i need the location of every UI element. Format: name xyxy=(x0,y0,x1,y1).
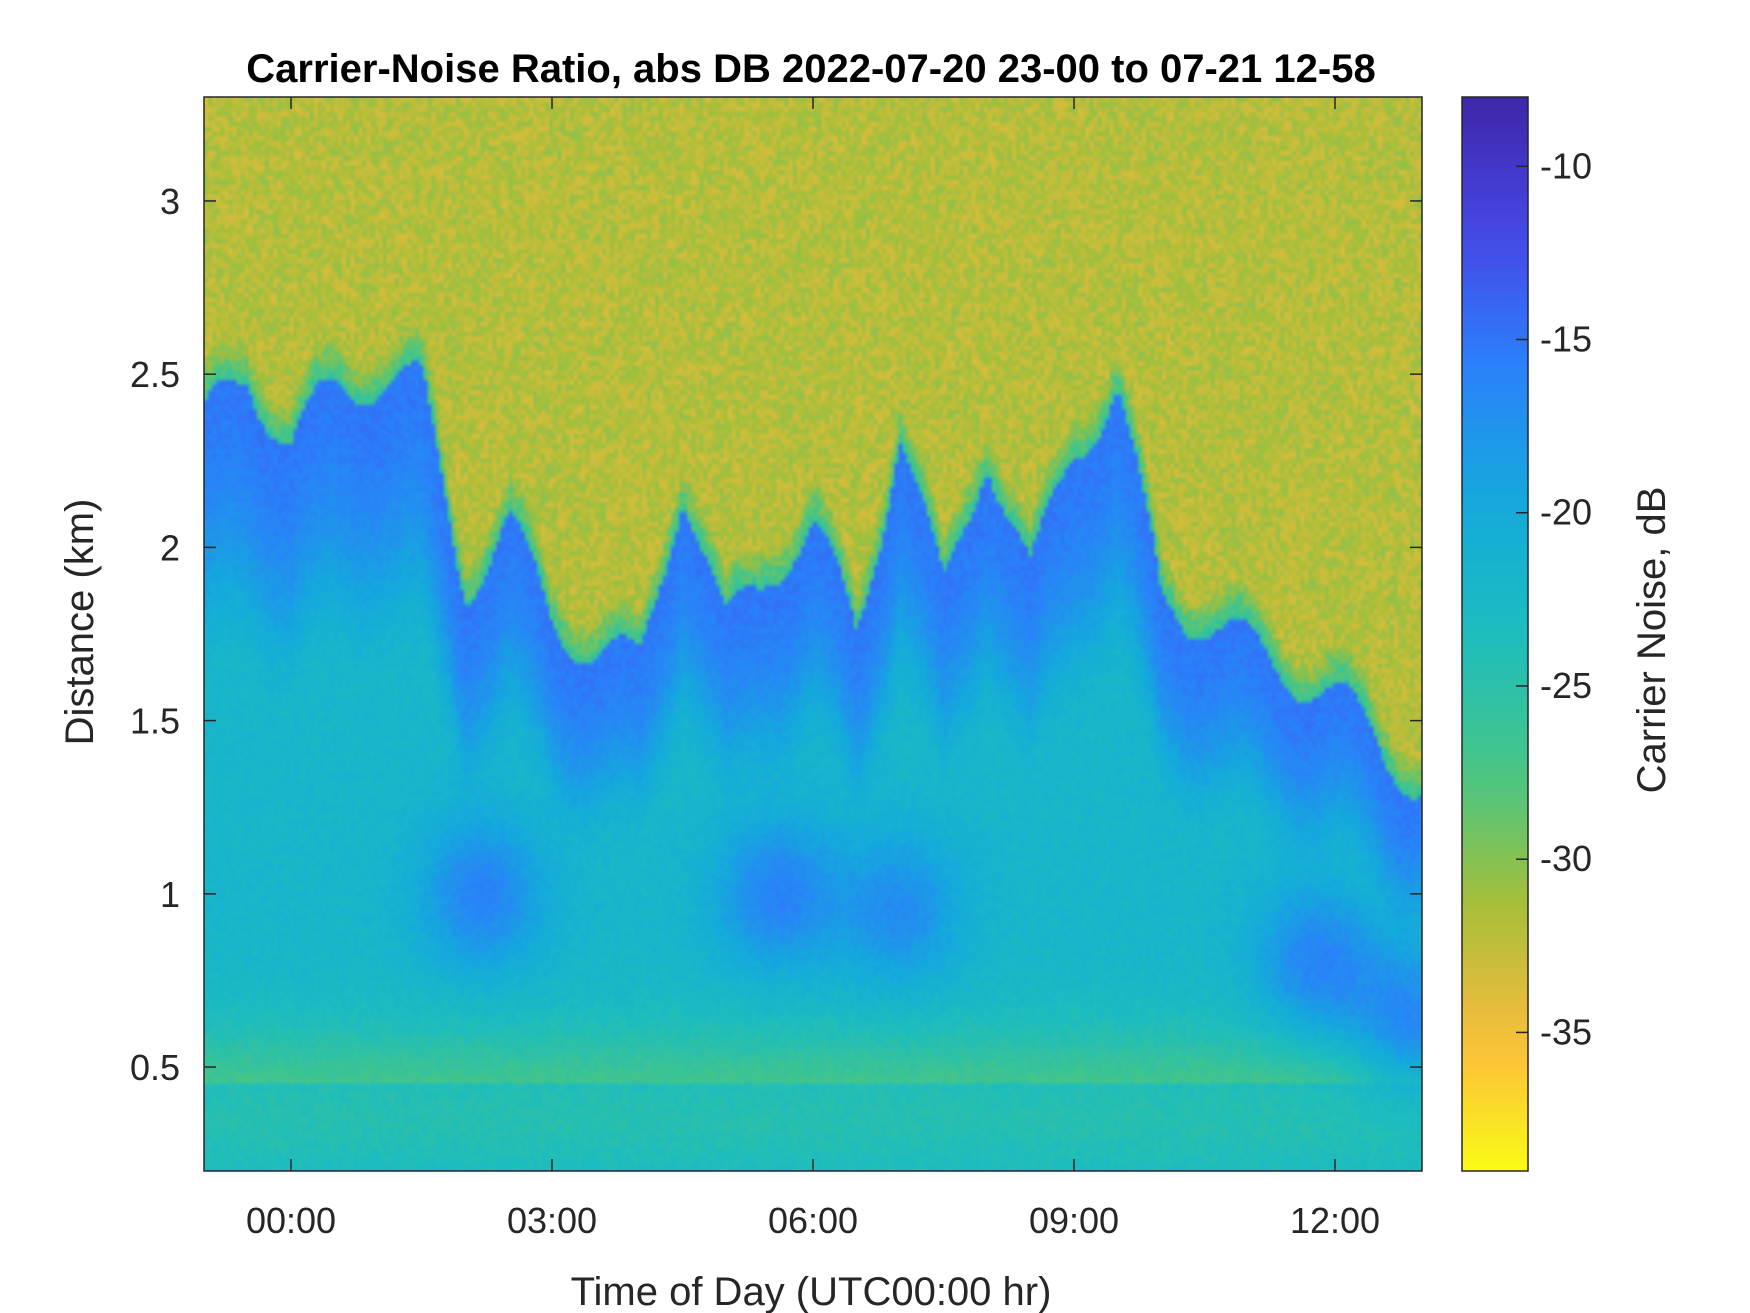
colorbar-tick-label: -30 xyxy=(1540,838,1592,879)
x-axis-label: Time of Day (UTC00:00 hr) xyxy=(571,1270,1052,1313)
y-axis-label: Distance (km) xyxy=(58,499,102,746)
x-tick-label: 06:00 xyxy=(768,1200,858,1241)
colorbar-tick-label: -10 xyxy=(1540,145,1592,186)
colorbar-tick-label: -35 xyxy=(1540,1011,1592,1052)
colorbar-tick-label: -25 xyxy=(1540,665,1592,706)
x-tick-label: 09:00 xyxy=(1029,1200,1119,1241)
y-axis: 0.5 1 1.5 2 2.5 3 xyxy=(130,181,1422,1088)
y-tick-label: 3 xyxy=(160,181,180,222)
chart-title: Carrier-Noise Ratio, abs DB 2022-07-20 2… xyxy=(246,47,1375,91)
y-tick-label: 2.5 xyxy=(130,354,180,395)
plot-area xyxy=(203,96,1423,1172)
x-tick-label: 00:00 xyxy=(246,1200,336,1241)
y-tick-label: 2 xyxy=(160,527,180,568)
colorbar-label: Carrier Noise, dB xyxy=(1630,487,1674,794)
x-tick-label: 03:00 xyxy=(507,1200,597,1241)
y-tick-label: 1 xyxy=(160,874,180,915)
colorbar-ticks: -10 -15 -20 -25 -30 -35 xyxy=(1516,145,1592,1052)
heatmap-image xyxy=(204,97,1422,1171)
x-axis: 00:00 03:00 06:00 09:00 12:00 xyxy=(246,97,1380,1241)
colorbar-tick-label: -20 xyxy=(1540,492,1592,533)
x-tick-label: 12:00 xyxy=(1290,1200,1380,1241)
colorbar: -10 -15 -20 -25 -30 -35 xyxy=(1461,96,1592,1172)
y-tick-label: 0.5 xyxy=(130,1047,180,1088)
colorbar-tick-label: -15 xyxy=(1540,319,1592,360)
colorbar-gradient xyxy=(1461,96,1529,1172)
y-tick-label: 1.5 xyxy=(130,701,180,742)
